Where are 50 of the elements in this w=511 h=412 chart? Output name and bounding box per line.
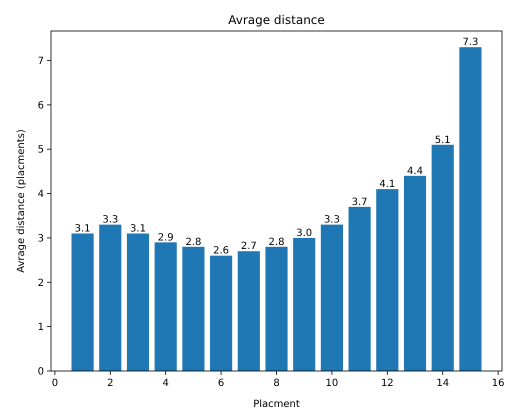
bar — [459, 47, 482, 371]
x-tick-label: 14 — [436, 378, 450, 389]
x-tick-label: 10 — [326, 378, 338, 389]
bar — [210, 256, 232, 371]
data-label: 3.1 — [74, 223, 91, 234]
y-tick-label: 6 — [38, 100, 44, 112]
data-label: 4.1 — [379, 179, 396, 190]
bar — [376, 189, 398, 371]
data-label: 3.3 — [324, 214, 340, 226]
y-axis-title: Avrage distance (placments) — [16, 129, 27, 273]
data-label: 3.3 — [102, 214, 118, 226]
data-label: 7.3 — [462, 37, 478, 48]
bar — [432, 144, 454, 371]
bar — [320, 224, 343, 371]
bar — [404, 176, 426, 371]
x-tick-label: 8 — [273, 378, 280, 389]
y-tick-label: 0 — [38, 366, 44, 378]
data-label: 2.8 — [268, 236, 284, 248]
bar — [99, 224, 122, 371]
data-label: 3.1 — [130, 223, 146, 234]
data-label: 3.7 — [352, 196, 368, 208]
chart-title: Avrage distance — [228, 13, 325, 27]
data-label: 5.1 — [434, 134, 451, 146]
x-tick-label: 12 — [380, 378, 394, 389]
bar — [265, 246, 288, 371]
y-tick-label: 7 — [38, 56, 44, 67]
x-tick-label: 2 — [107, 378, 114, 389]
bar — [72, 233, 94, 371]
x-axis-title: Placment — [253, 399, 300, 410]
data-label: 3.0 — [296, 228, 312, 239]
bar — [348, 206, 371, 371]
x-tick-label: 4 — [162, 378, 169, 389]
data-label: 2.9 — [158, 232, 174, 244]
bar — [154, 242, 177, 371]
bar — [182, 246, 204, 371]
y-tick-label: 2 — [38, 278, 44, 289]
data-label: 4.4 — [407, 166, 423, 177]
bar — [238, 251, 260, 371]
x-tick-label: 16 — [492, 378, 504, 389]
y-tick-label: 5 — [38, 144, 44, 156]
data-label: 2.8 — [185, 236, 202, 248]
data-label: 2.7 — [240, 241, 257, 252]
bar — [126, 233, 150, 371]
bar — [293, 238, 316, 371]
data-label: 2.6 — [213, 246, 230, 257]
y-tick-label: 4 — [38, 189, 44, 200]
y-tick-label: 3 — [38, 233, 44, 244]
x-tick-label: 6 — [218, 378, 224, 389]
y-tick-label: 1 — [38, 322, 44, 334]
x-tick-label: 0 — [52, 378, 58, 389]
